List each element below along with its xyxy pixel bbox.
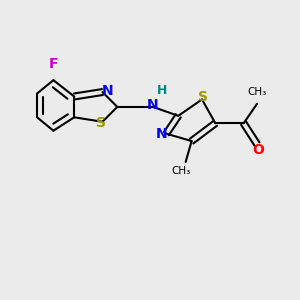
Text: S: S <box>96 116 106 130</box>
Text: N: N <box>156 127 168 141</box>
Text: N: N <box>102 84 114 98</box>
Text: CH₃: CH₃ <box>172 166 191 176</box>
Text: H: H <box>157 84 167 97</box>
Text: CH₃: CH₃ <box>248 86 267 97</box>
Text: N: N <box>147 98 159 112</box>
Text: O: O <box>253 143 264 157</box>
Text: S: S <box>199 90 208 104</box>
Text: F: F <box>49 57 58 71</box>
